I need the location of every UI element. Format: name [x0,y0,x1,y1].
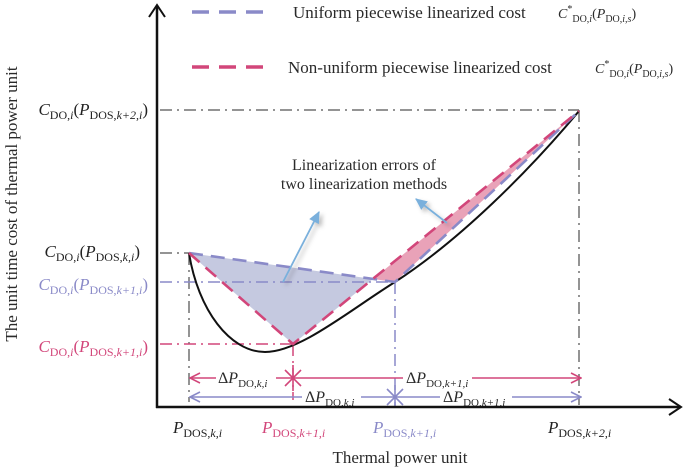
y-tick-cost-k1-nonuniform: CDO,i(PDOS,k+1,i) [38,337,148,359]
y-tick-cost-k1-uniform: CDO,i(PDOS,k+1,i) [38,275,148,297]
actual-cost-curve [188,110,580,354]
axes [148,3,683,416]
uniform-linearization-line [188,110,580,284]
y-tick-cost-k: CDO,i(PDOS,k,i) [45,242,140,264]
x-tick-p-k: PDOS,k,i [172,418,222,440]
legend-nonuniform-label: Non-uniform piecewise linearized cost [288,58,552,77]
dim-nonuniform-label-1: ΔPDO,k,i [218,370,267,390]
cross-marker-icon [386,385,404,407]
annotation-arrow-uniform-icon [282,211,320,283]
legend-nonuniform-formula: C*DO,i(PDO,i,s) [595,59,673,80]
x-tick-labels: PDOS,k,i PDOS,k+1,i PDOS,k+1,i PDOS,k+2,… [172,418,611,440]
x-axis-arrow-icon [668,398,683,416]
dim-nonuniform-label-2: ΔPDO,k+1,i [406,370,468,390]
y-tick-cost-k2: CDO,i(PDOS,k+2,i) [38,100,148,122]
annotation-line-1: Linearization errors of [292,157,437,174]
nonuniform-linearization-line [188,109,580,346]
x-tick-p-k2: PDOS,k+2,i [547,418,611,440]
annotation-line-2: two linearization methods [281,176,447,193]
y-axis-title: The unit time cost of thermal power unit [2,66,21,342]
legend-uniform-label: Uniform piecewise linearized cost [293,3,526,22]
x-axis-title: Thermal power unit [332,448,467,467]
legend-uniform-formula: C*DO,i(PDO,i,s) [558,4,636,25]
annotation: Linearization errors of two linearizatio… [281,157,448,283]
x-tick-p-k1-uniform: PDOS,k+1,i [372,418,436,440]
legend: Uniform piecewise linearized cost C*DO,i… [192,3,673,80]
y-tick-labels: CDO,i(PDOS,k+2,i) CDO,i(PDOS,k,i) CDO,i(… [38,100,148,359]
dimension-row-nonuniform: ΔPDO,k,i ΔPDO,k+1,i [190,365,581,391]
annotation-arrow-nonuniform-icon [415,198,448,224]
x-tick-p-k1-nonuniform: PDOS,k+1,i [261,418,325,440]
uniform-error-region [189,253,373,344]
y-axis-arrow-icon [148,3,166,18]
